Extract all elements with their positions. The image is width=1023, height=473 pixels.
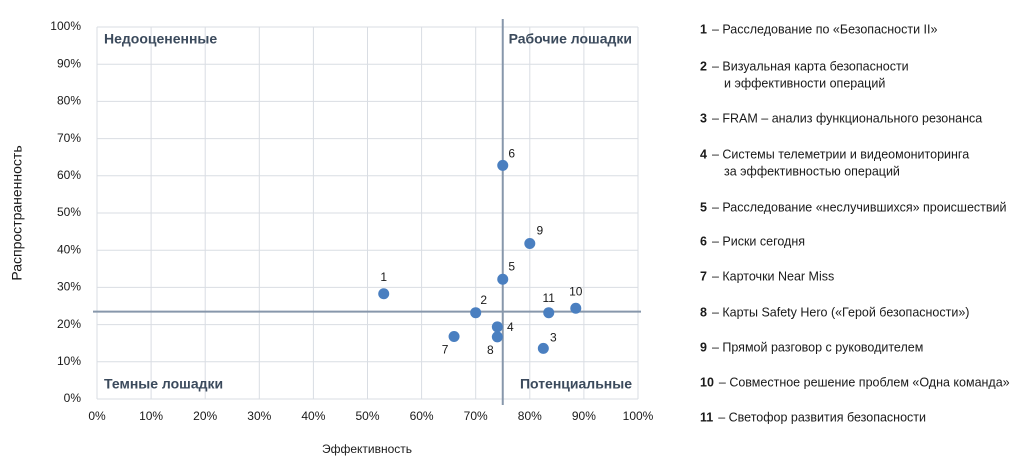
y-tick-label: 50%: [57, 205, 81, 219]
legend-text: – Системы телеметрии и видеомониторинга: [712, 147, 969, 161]
point: [537, 342, 549, 354]
y-tick-label: 60%: [57, 168, 81, 182]
y-tick-label: 80%: [57, 94, 81, 108]
x-tick-label: 20%: [193, 409, 217, 423]
point-label: 3: [550, 331, 557, 345]
x-tick-label: 40%: [301, 409, 325, 423]
x-tick-label: 0%: [88, 409, 106, 423]
point: [470, 307, 482, 319]
legend-text: за эффективностью операций: [724, 164, 900, 178]
legend-number: 3: [700, 111, 707, 125]
quadrant-label: Рабочие лошадки: [509, 31, 632, 47]
point-label: 2: [480, 293, 487, 307]
y-tick-label: 10%: [57, 354, 81, 368]
point: [491, 321, 503, 333]
legend-text: – Визуальная карта безопасности: [712, 59, 909, 73]
x-tick-label: 100%: [623, 409, 654, 423]
x-tick-label: 80%: [518, 409, 542, 423]
point-label: 8: [487, 343, 494, 357]
legend-number: 7: [700, 269, 707, 283]
point: [491, 331, 503, 343]
point: [448, 331, 460, 343]
legend-number: 8: [700, 305, 707, 319]
point-label: 9: [536, 224, 543, 238]
legend-text: – Светофор развития безопасности: [718, 410, 926, 424]
point: [570, 302, 582, 314]
x-tick-label: 30%: [247, 409, 271, 423]
quadrant-label: Недооцененные: [104, 31, 217, 47]
point: [543, 307, 555, 319]
point: [497, 273, 509, 285]
x-tick-label: 10%: [139, 409, 163, 423]
point-label: 1: [380, 270, 387, 284]
legend-text: – Расследование по «Безопасности II»: [712, 22, 938, 36]
y-axis-title: Распространенность: [9, 145, 25, 280]
point-label: 6: [508, 147, 515, 161]
x-tick-label: 70%: [464, 409, 488, 423]
point-label: 7: [442, 343, 449, 357]
legend-text: – Прямой разговор с руководителем: [712, 340, 923, 354]
y-tick-label: 90%: [57, 56, 81, 70]
legend-text: – Совместное решение проблем «Одна коман…: [719, 375, 1010, 389]
legend-number: 11: [700, 410, 713, 424]
legend-text: – Расследование «неслучившихся» происшес…: [712, 200, 1007, 214]
y-tick-label: 0%: [64, 391, 82, 405]
legend-text: – Карточки Near Miss: [712, 269, 834, 283]
point: [524, 238, 536, 250]
point-label: 5: [508, 259, 515, 273]
y-tick-label: 20%: [57, 317, 81, 331]
x-tick-label: 50%: [355, 409, 379, 423]
point-label: 11: [543, 291, 556, 305]
x-tick-label: 60%: [410, 409, 434, 423]
quadrant-label: Темные лошадки: [104, 376, 223, 392]
x-tick-label: 90%: [572, 409, 596, 423]
legend-number: 5: [700, 200, 707, 214]
point: [497, 159, 509, 171]
legend-number: 4: [700, 147, 707, 161]
legend-number: 1: [700, 22, 707, 36]
legend-text: – Карты Safety Hero («Герой безопасности…: [712, 305, 970, 319]
quadrant-label: Потенциальные: [520, 376, 632, 392]
y-tick-label: 40%: [57, 242, 81, 256]
y-tick-label: 70%: [57, 131, 81, 145]
legend-text: и эффективности операций: [724, 76, 885, 90]
legend-number: 2: [700, 59, 707, 73]
y-tick-label: 100%: [50, 19, 81, 33]
legend-text: – FRAM – анализ функционального резонанс…: [712, 111, 982, 125]
point-label: 4: [507, 320, 514, 334]
y-tick-label: 30%: [57, 280, 81, 294]
x-axis-title: Эффективность: [322, 442, 412, 456]
point-label: 10: [569, 284, 583, 298]
legend-number: 6: [700, 234, 707, 248]
legend-text: – Риски сегодня: [712, 234, 805, 248]
point: [378, 288, 390, 300]
legend-number: 10: [700, 375, 714, 389]
legend-number: 9: [700, 340, 707, 354]
